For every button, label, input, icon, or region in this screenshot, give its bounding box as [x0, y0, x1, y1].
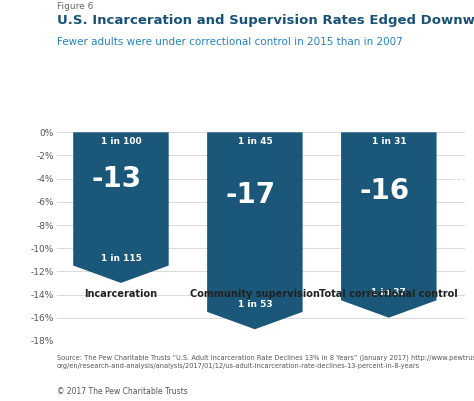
Text: -17: -17 [225, 181, 275, 209]
Polygon shape [341, 132, 437, 318]
Polygon shape [73, 132, 169, 283]
Text: 1 in 115: 1 in 115 [100, 253, 141, 263]
Text: Source: The Pew Charitable Trusts “U.S. Adult Incarceration Rate Declines 13% in: Source: The Pew Charitable Trusts “U.S. … [57, 355, 474, 369]
Text: 1 in 53: 1 in 53 [237, 300, 272, 309]
Text: -13: -13 [91, 165, 141, 193]
Text: %: % [452, 178, 464, 191]
Text: Community supervision: Community supervision [190, 289, 320, 299]
Text: Total correctional control: Total correctional control [319, 289, 458, 299]
Text: © 2017 The Pew Charitable Trusts: © 2017 The Pew Charitable Trusts [57, 387, 188, 396]
Text: %: % [184, 166, 196, 179]
Text: 1 in 31: 1 in 31 [372, 137, 406, 146]
Text: 1 in 37: 1 in 37 [372, 288, 406, 297]
Text: 1 in 45: 1 in 45 [237, 137, 272, 146]
Text: U.S. Incarceration and Supervision Rates Edged Downward: U.S. Incarceration and Supervision Rates… [57, 14, 474, 27]
Text: 1 in 100: 1 in 100 [100, 137, 141, 146]
Text: -16: -16 [359, 177, 409, 205]
Text: Fewer adults were under correctional control in 2015 than in 2007: Fewer adults were under correctional con… [57, 37, 402, 47]
Text: Figure 6: Figure 6 [57, 2, 93, 11]
Text: %: % [319, 182, 330, 195]
Text: Incarceration: Incarceration [84, 289, 157, 299]
Polygon shape [207, 132, 302, 329]
